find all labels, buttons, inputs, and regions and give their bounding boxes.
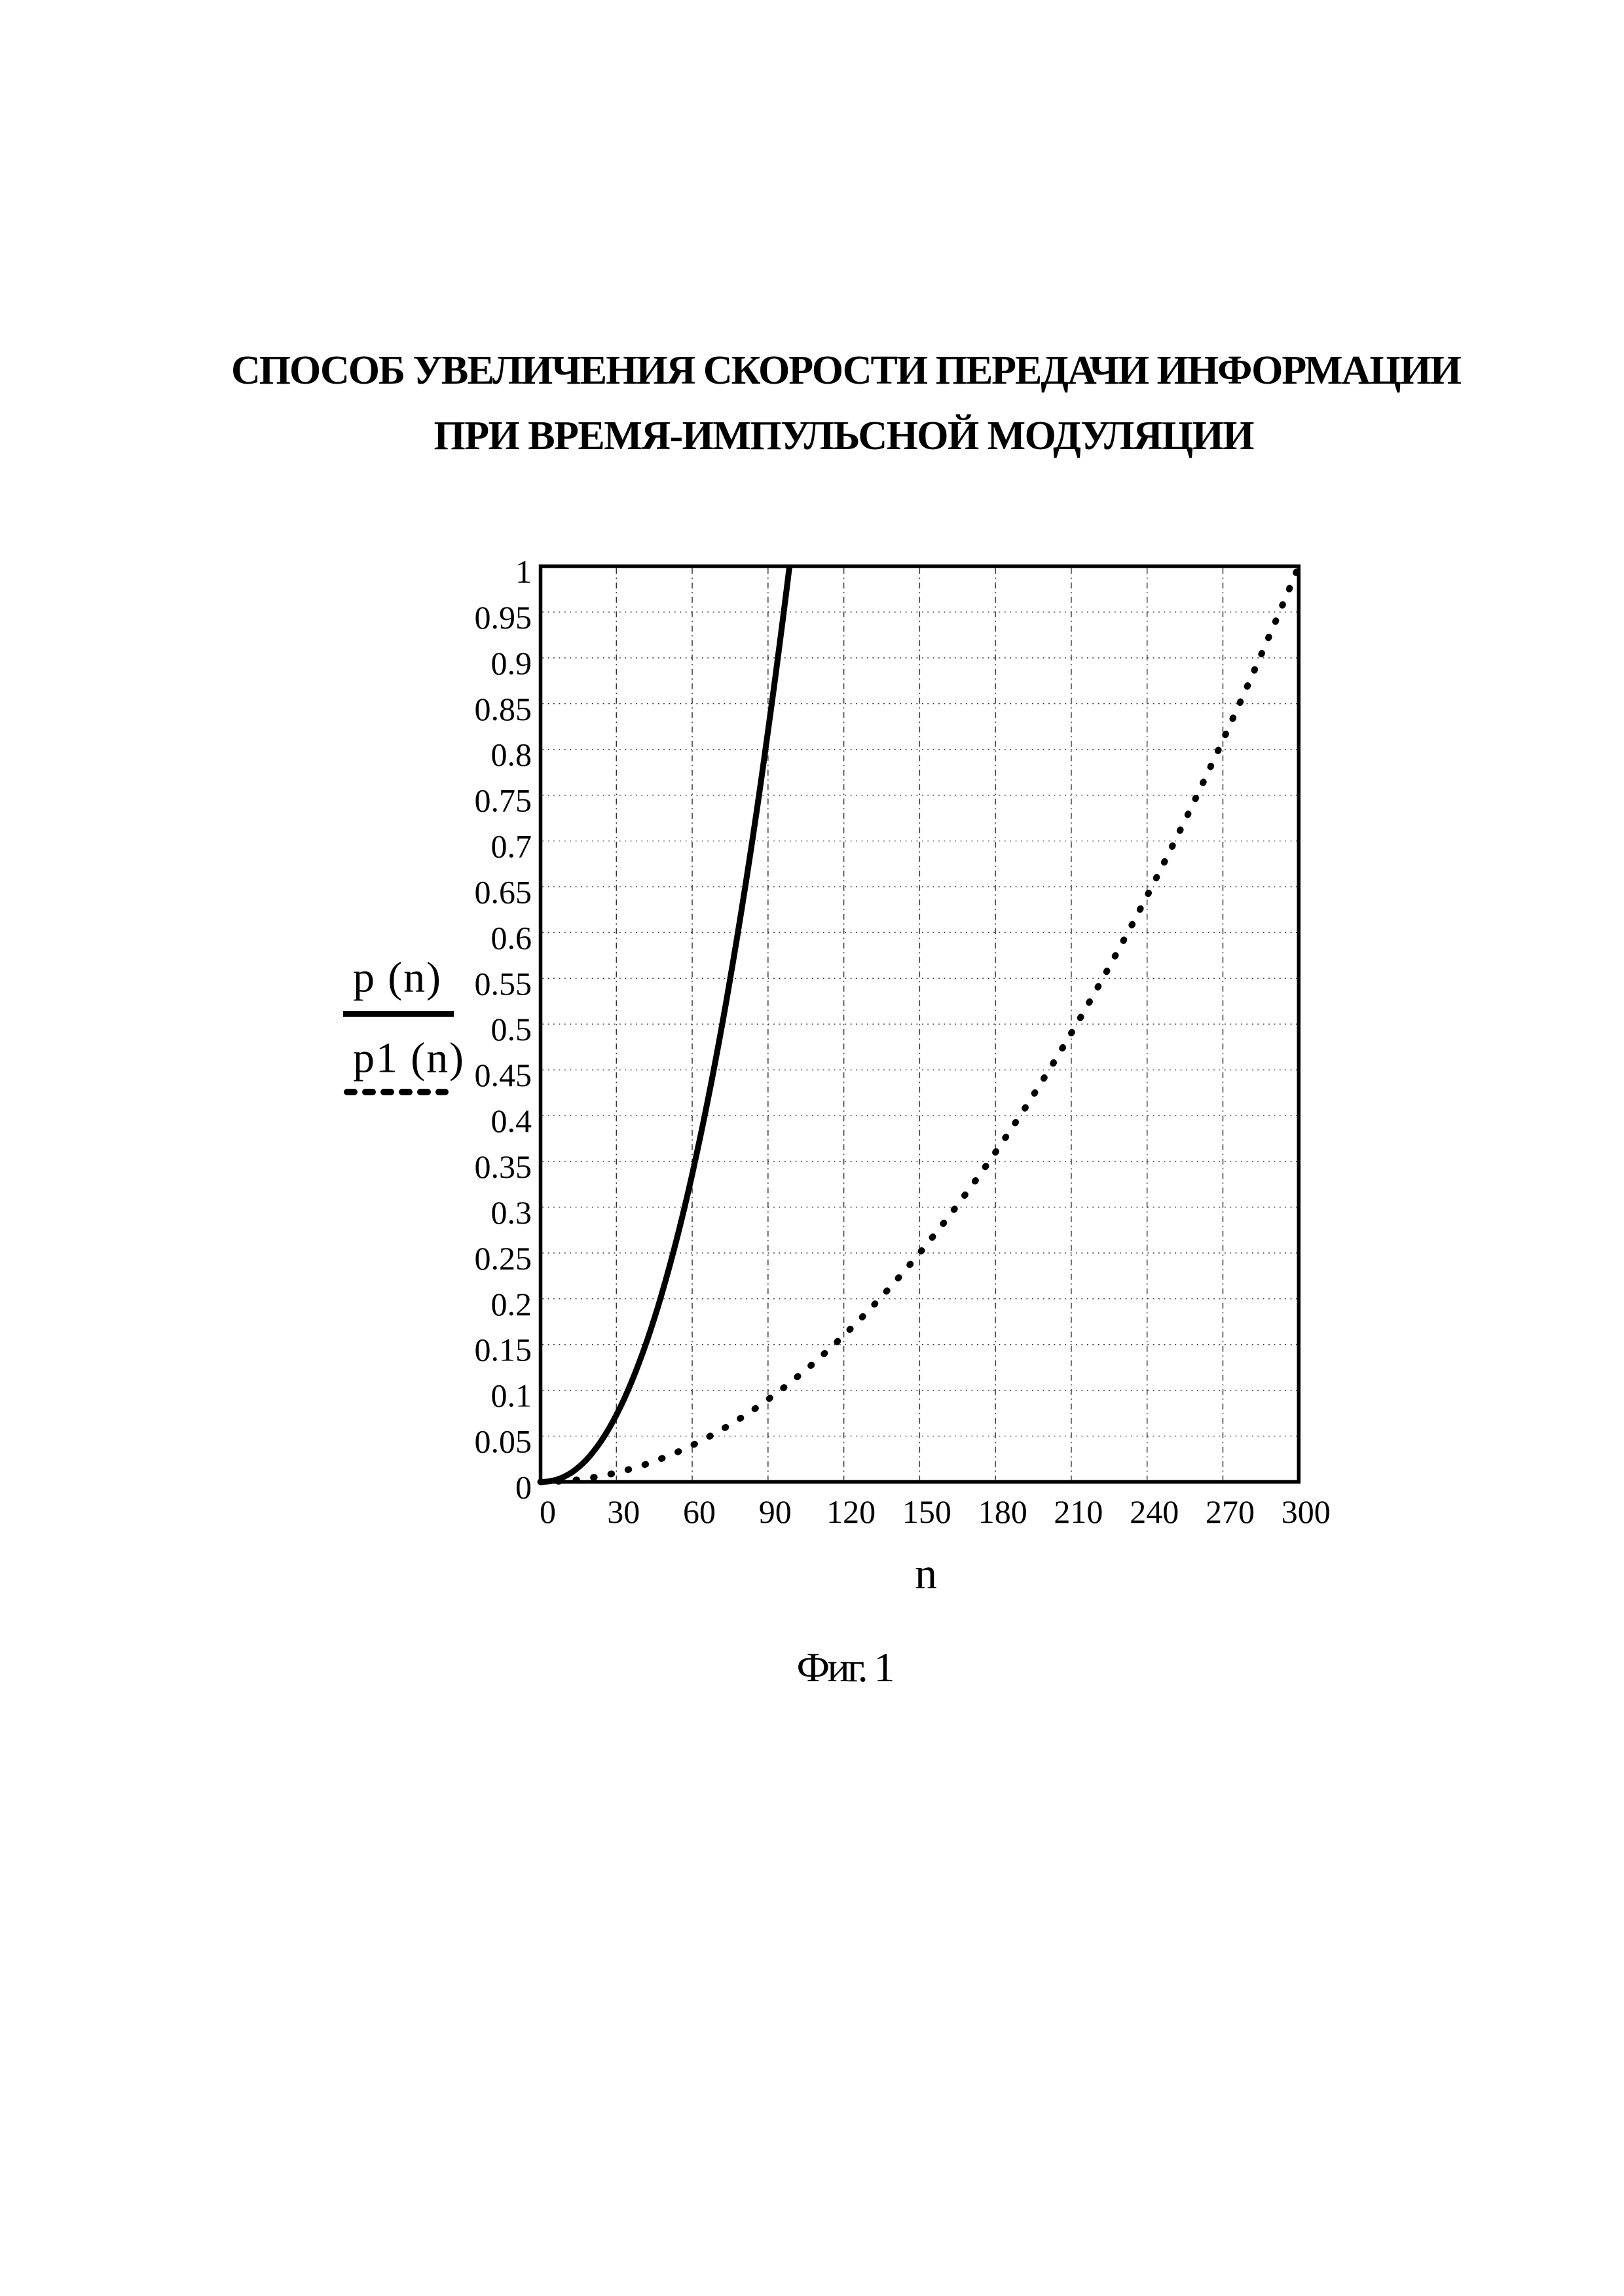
svg-text:0: 0: [540, 1493, 556, 1530]
svg-text:120: 120: [826, 1493, 876, 1530]
svg-text:0.15: 0.15: [475, 1332, 532, 1368]
svg-text:0.55: 0.55: [475, 965, 532, 1002]
svg-text:60: 60: [683, 1493, 716, 1530]
svg-text:0.75: 0.75: [475, 782, 532, 819]
svg-text:0.35: 0.35: [475, 1148, 532, 1185]
svg-text:0.8: 0.8: [491, 737, 532, 773]
svg-text:0.2: 0.2: [491, 1286, 532, 1322]
svg-text:p (n): p (n): [353, 954, 441, 1002]
svg-text:0.65: 0.65: [475, 874, 532, 911]
svg-text:0.6: 0.6: [491, 919, 532, 956]
svg-text:0.3: 0.3: [491, 1194, 532, 1231]
svg-text:30: 30: [607, 1493, 640, 1530]
svg-text:270: 270: [1206, 1493, 1255, 1530]
svg-text:0.4: 0.4: [491, 1102, 532, 1139]
svg-text:240: 240: [1130, 1493, 1179, 1530]
svg-text:90: 90: [759, 1493, 792, 1530]
svg-text:0.5: 0.5: [491, 1011, 532, 1048]
svg-text:0: 0: [515, 1469, 532, 1506]
svg-text:Фиг. 1: Фиг. 1: [797, 1644, 895, 1690]
svg-text:0.9: 0.9: [491, 645, 532, 682]
svg-text:0.1: 0.1: [491, 1377, 532, 1414]
svg-text:0.25: 0.25: [475, 1240, 532, 1277]
svg-text:ПРИ ВРЕМЯ-ИМПУЛЬСНОЙ МОДУЛЯЦИИ: ПРИ ВРЕМЯ-ИМПУЛЬСНОЙ МОДУЛЯЦИИ: [434, 414, 1255, 458]
svg-text:0.95: 0.95: [475, 599, 532, 636]
svg-text:300: 300: [1282, 1493, 1331, 1530]
svg-text:0.7: 0.7: [491, 828, 532, 865]
svg-text:n: n: [915, 1548, 937, 1598]
svg-text:210: 210: [1054, 1493, 1103, 1530]
svg-text:0.05: 0.05: [475, 1423, 532, 1460]
svg-text:1: 1: [515, 553, 532, 590]
svg-text:СПОСОБ УВЕЛИЧЕНИЯ СКОРОСТИ ПЕР: СПОСОБ УВЕЛИЧЕНИЯ СКОРОСТИ ПЕРЕДАЧИ ИНФО…: [231, 348, 1462, 393]
svg-text:150: 150: [902, 1493, 951, 1530]
svg-text:0.85: 0.85: [475, 691, 532, 727]
svg-text:0.45: 0.45: [475, 1057, 532, 1093]
svg-text:180: 180: [978, 1493, 1027, 1530]
svg-text:p1 (n): p1 (n): [353, 1034, 464, 1082]
